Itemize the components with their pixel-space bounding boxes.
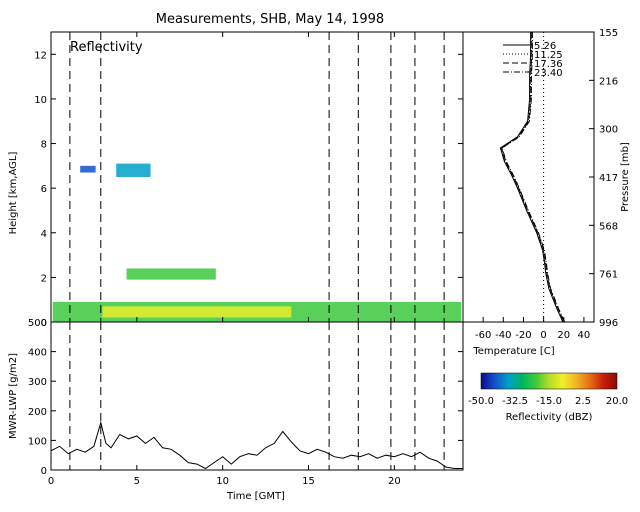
reflectivity-panel: 0 2 4 6 8 10 12 Reflectivity Height [km,AGL] — [8, 31, 464, 329]
reflectivity-dashed-lines — [69, 32, 445, 322]
temperature-tick-label: -60 — [475, 330, 491, 341]
lwp-dashed-lines — [69, 322, 445, 470]
colorbar-tick-label: 20.0 — [606, 396, 628, 407]
sounding-profile-2 — [501, 32, 565, 323]
reflectivity-y-tick-label: 2 — [41, 273, 47, 284]
cloud-region-2 — [116, 163, 151, 177]
reflectivity-y-tick-label: 10 — [34, 95, 47, 106]
sounding-profile-3 — [501, 32, 566, 323]
figure-title: Measurements, SHB, May 14, 1998 — [156, 12, 384, 27]
reflectivity-frame — [50, 31, 464, 323]
reflectivity-y-label: Height [km,AGL] — [8, 152, 19, 235]
cloud-region-3 — [126, 268, 216, 280]
pressure-tick-label: 568 — [599, 221, 618, 232]
lwp-panel: 0 100 200 300 400 500 0 5 10 15 20 MWR-LWP [g/m2]… — [8, 318, 464, 502]
reflectivity-y-tick-label: 0 — [41, 318, 47, 329]
temperature-tick-label: 40 — [578, 330, 591, 341]
reflectivity-y-tick-label: 12 — [34, 50, 47, 61]
colorbar-ticks: -50.0 -32.5 -15.0 2.5 20.0 — [468, 396, 628, 407]
colorbar-gradient — [480, 372, 618, 390]
lwp-y-tick-label: 200 — [28, 407, 47, 418]
colorbar-tick-label: -15.0 — [536, 396, 562, 407]
cloud-core — [102, 306, 292, 318]
pressure-tick-label: 216 — [599, 76, 618, 87]
lwp-y-tick-label: 300 — [28, 377, 47, 388]
pressure-tick-label: 155 — [599, 28, 618, 39]
time-x-label: Time [GMT] — [226, 491, 285, 502]
pressure-axis-label: Pressure [mb] — [620, 142, 631, 212]
lwp-y-tick-label: 100 — [28, 436, 47, 447]
pressure-tick-label: 761 — [599, 270, 618, 281]
time-x-tick-label: 15 — [302, 476, 315, 487]
colorbar-tick-label: 2.5 — [575, 396, 591, 407]
time-x-ticks: 0 5 10 15 20 — [48, 465, 401, 487]
lwp-frame — [50, 321, 464, 471]
temperature-tick-label: 20 — [557, 330, 570, 341]
colorbar-label: Reflectivity (dBZ) — [506, 412, 593, 423]
time-x-tick-label: 5 — [134, 476, 140, 487]
sounding-profile-0 — [499, 32, 564, 323]
pressure-tick-label: 996 — [599, 318, 618, 329]
reflectivity-y-ticks: 0 2 4 6 8 10 12 — [34, 32, 463, 329]
sounding-legend-label: 23.40 — [534, 68, 563, 79]
colorbar-tick-label: -50.0 — [468, 396, 494, 407]
temperature-ticks: -60 -40 -20 0 20 40 — [475, 317, 590, 341]
time-x-tick-label: 20 — [388, 476, 401, 487]
time-x-tick-label: 10 — [216, 476, 229, 487]
sounding-panel: 155 216 300 417 568 761 996 -60 -40 -20 0 20 40 5.2… — [462, 28, 631, 357]
reflectivity-y-tick-label: 8 — [41, 140, 47, 151]
lwp-y-ticks: 0 100 200 300 400 500 — [28, 318, 463, 477]
reflectivity-cloud-layer — [52, 163, 462, 322]
lwp-y-tick-label: 0 — [41, 466, 47, 477]
cloud-region-1 — [80, 165, 96, 173]
pressure-tick-label: 300 — [599, 125, 618, 136]
lwp-series-line — [50, 420, 463, 470]
colorbar-tick-label: -32.5 — [502, 396, 528, 407]
reflectivity-panel-label: Reflectivity — [70, 40, 143, 55]
temperature-tick-label: -20 — [515, 330, 531, 341]
time-x-tick-label: 0 — [48, 476, 54, 487]
colorbar: -50.0 -32.5 -15.0 2.5 20.0 Reflectivity (dBZ… — [468, 372, 628, 423]
lwp-y-tick-label: 500 — [28, 318, 47, 329]
sounding-legend-label: 5.26 — [534, 41, 556, 52]
lwp-y-label: MWR-LWP [g/m2] — [8, 353, 19, 439]
sounding-profile-1 — [500, 32, 564, 323]
temperature-tick-label: 0 — [540, 330, 546, 341]
sounding-legend-label: 17.36 — [534, 59, 563, 70]
sounding-legend-label: 11.25 — [534, 50, 563, 61]
pressure-tick-label: 417 — [599, 173, 618, 184]
temperature-axis-label: Temperature [C] — [472, 346, 554, 357]
pressure-ticks: 155 216 300 417 568 761 996 — [589, 28, 618, 329]
reflectivity-y-tick-label: 6 — [41, 184, 47, 195]
lwp-y-tick-label: 400 — [28, 348, 47, 359]
reflectivity-y-tick-label: 4 — [41, 229, 47, 240]
temperature-tick-label: -40 — [495, 330, 511, 341]
sounding-frame — [462, 31, 595, 323]
sounding-profiles — [499, 32, 566, 323]
